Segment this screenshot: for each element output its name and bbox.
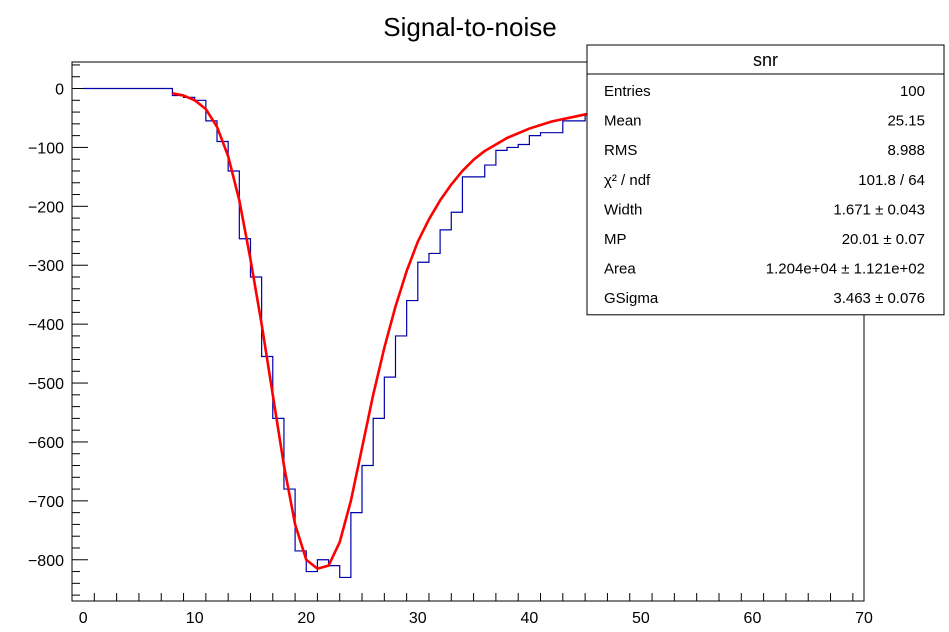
x-tick-label: 30 (409, 610, 427, 627)
histogram-series (83, 87, 641, 579)
stats-box-frame (586, 44, 945, 316)
x-tick-label: 0 (79, 610, 88, 627)
histogram-layer (83, 87, 641, 579)
stats-row-label: χ² / ndf (604, 172, 651, 189)
stats-row-value: 8.988 (887, 142, 925, 159)
stats-row-value: 101.8 / 64 (858, 172, 925, 189)
stats-row-value: 1.204e+04 ± 1.121e+02 (766, 261, 925, 278)
x-tick-label: 10 (186, 610, 204, 627)
stats-row-label: Mean (604, 113, 642, 130)
x-tick-label: 50 (632, 610, 650, 627)
y-tick-label: −100 (28, 140, 64, 157)
axes-layer: 0 10 20 30 40 50 60 70 0 −100 −200 −300 −400 −500 −600… (28, 61, 873, 627)
y-tick-label: −500 (28, 376, 64, 393)
chart-title: Signal-to-noise (383, 12, 556, 42)
stats-row-value: 20.01 ± 0.07 (842, 231, 925, 248)
stats-row-label: RMS (604, 142, 637, 159)
x-tick-label: 60 (744, 610, 762, 627)
fit-layer (172, 91, 853, 570)
plot-frame (71, 61, 865, 602)
fit-curve (172, 91, 853, 570)
stats-row-label: GSigma (604, 290, 659, 307)
y-tick-label: −800 (28, 553, 64, 570)
stats-row-label: Width (604, 201, 642, 218)
x-tick-label: 40 (520, 610, 538, 627)
y-tick-label: −400 (28, 317, 64, 334)
y-tick-label: −200 (28, 199, 64, 216)
y-tick-label: 0 (55, 82, 64, 99)
stats-row-value: 25.15 (887, 113, 925, 130)
stats-row-label: MP (604, 231, 627, 248)
stats-box-title: snr (753, 50, 778, 70)
stats-row-value: 100 (900, 83, 925, 100)
stats-box: snr Entries 100 Mean 25.15 RMS 8.988 χ² / ndf 10… (586, 44, 945, 316)
stats-row-value: 3.463 ± 0.076 (833, 290, 925, 307)
x-tick-label: 70 (855, 610, 873, 627)
y-tick-label: −700 (28, 494, 64, 511)
stats-row-label: Area (604, 261, 636, 278)
stats-row-label: Entries (604, 83, 651, 100)
y-tick-label: −600 (28, 435, 64, 452)
x-tick-label: 20 (297, 610, 315, 627)
y-tick-label: −300 (28, 258, 64, 275)
stats-row-value: 1.671 ± 0.043 (833, 201, 925, 218)
